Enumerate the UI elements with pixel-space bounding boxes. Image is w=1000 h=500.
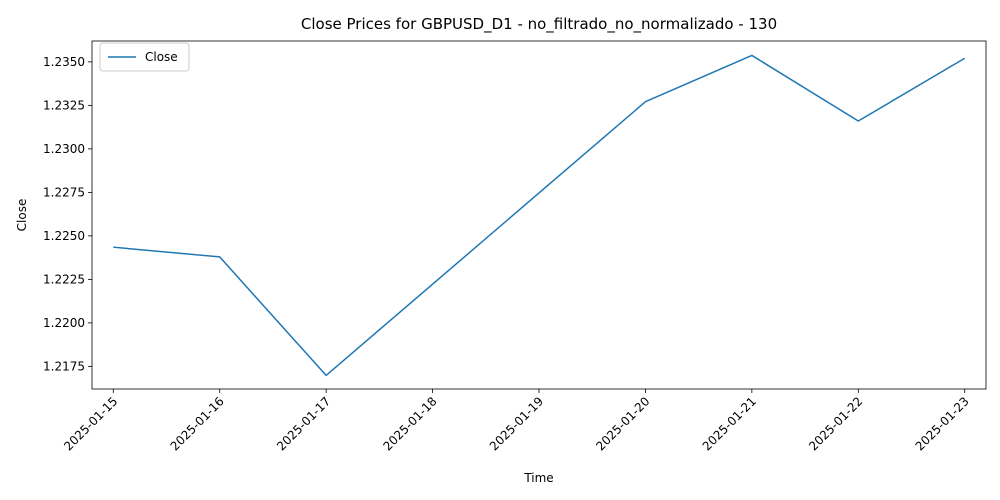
y-tick-label: 1.2300 <box>43 142 85 156</box>
legend-label-close: Close <box>145 50 178 64</box>
legend-box <box>99 42 190 72</box>
y-tick-label: 1.2225 <box>43 272 85 286</box>
x-axis-label: Time <box>523 471 553 485</box>
series-layer <box>113 54 966 377</box>
y-tick-label: 1.2275 <box>43 185 85 199</box>
chart-title: Close Prices for GBPUSD_D1 - no_filtrado… <box>301 15 777 34</box>
y-axis-label: Close <box>15 199 29 232</box>
y-tick-label: 1.2200 <box>43 316 85 330</box>
y-axis: 1.2175 1.2200 1.2225 1.2250 1.2275 1.2300 1.23… <box>43 55 92 373</box>
y-tick-label: 1.2175 <box>43 359 85 373</box>
legend: Close <box>99 42 190 72</box>
plot-frame <box>91 40 987 390</box>
y-tick-label: 1.2250 <box>43 229 85 243</box>
plot-area <box>92 41 986 389</box>
y-tick-label: 1.2325 <box>43 98 85 112</box>
y-tick-label: 1.2350 <box>43 55 85 69</box>
